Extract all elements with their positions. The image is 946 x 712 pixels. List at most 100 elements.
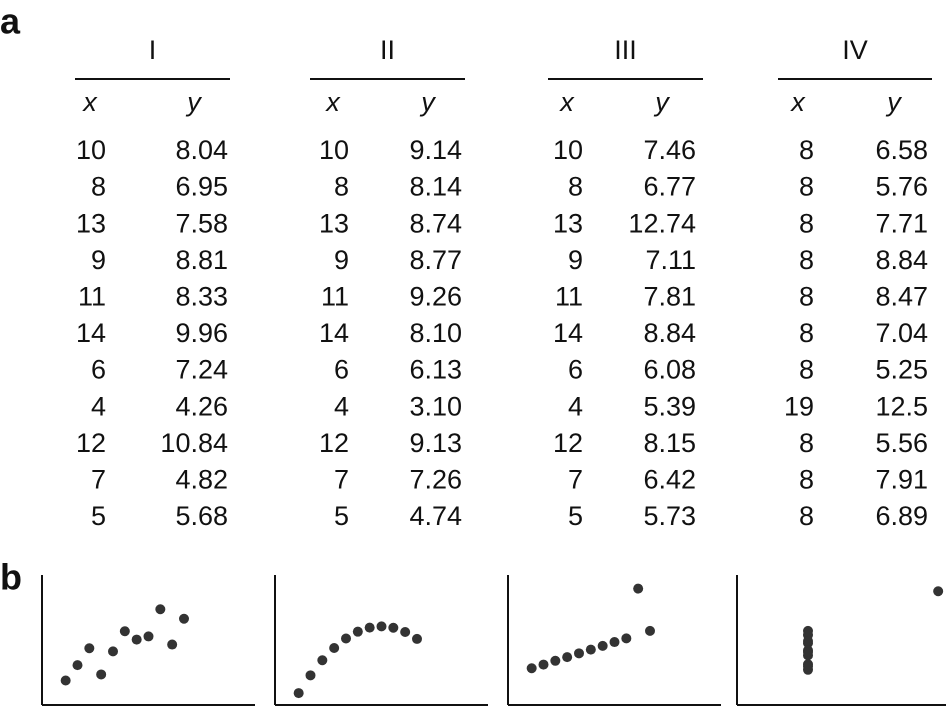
table-cell: 5 [334,501,349,531]
table-cell: 6.95 [175,172,228,202]
table-cell: 6.08 [643,355,696,385]
scatter-point [364,622,375,633]
table-cell: 6 [334,355,349,385]
scatter-point [803,647,813,658]
scatter-point [412,633,422,644]
table-cell: 11 [321,282,349,312]
table-cell: 6.77 [643,172,696,202]
table-cell: 5.25 [875,355,928,385]
scatter-point [155,604,166,615]
table-cell: 19 [784,391,814,421]
column-header: x [81,87,98,117]
table-cell: 8.84 [875,245,928,275]
table-cell: 8.10 [409,318,462,348]
table-cell: 8.74 [409,208,462,238]
table-cell: 12 [319,428,349,458]
table-cell: 12 [553,428,583,458]
table-cell: 9.26 [409,282,462,312]
table-cell: 4 [334,391,349,421]
scatter-point [621,633,632,644]
scatter-point [933,586,944,597]
table-cell: 6.42 [643,465,696,495]
scatter-point [388,622,399,633]
scatter-point [400,626,411,637]
table-cell: 14 [553,318,583,348]
scatter-point [585,644,596,655]
scatter-point [609,637,620,648]
table-cell: 8 [799,282,814,312]
table-cell: 7.04 [875,318,928,348]
column-header: x [558,87,575,117]
column-header: y [653,87,670,117]
scatter-point [179,613,189,624]
scatter-point [803,635,813,646]
table-cell: 14 [319,318,349,348]
table-cell: 7.24 [175,355,228,385]
scatter-point [143,631,154,642]
table-cell: 10 [76,135,106,165]
table-cell: 4 [91,391,106,421]
set-title: I [149,35,157,65]
table-cell: 4 [568,391,583,421]
scatter-point [376,621,387,632]
table-cell: 6.89 [875,501,928,531]
column-header: y [185,87,202,117]
scatter-point [352,626,363,637]
table-cell: 4.26 [175,391,228,421]
table-cell: 7.26 [409,465,462,495]
table-cell: 12.74 [628,208,696,238]
table-cell: 8 [799,355,814,385]
table-cell: 8 [568,172,583,202]
scatter-point [60,675,71,686]
table-cell: 8.14 [409,172,462,202]
panel-label: a [0,1,21,42]
scatter-point [803,661,813,672]
table-cell: 11 [555,282,583,312]
table-cell: 8 [91,172,106,202]
table-cell: 8.77 [409,245,462,275]
table-cell: 4.82 [175,465,228,495]
scatter-point [597,640,608,651]
scatter-point [550,655,561,666]
table-cell: 9 [568,245,583,275]
scatter-point [562,652,573,663]
table-cell: 3.10 [409,391,462,421]
table-cell: 9 [91,245,106,275]
table-cell: 7 [91,465,106,495]
scatter-point [119,626,130,637]
table-cell: 8 [799,245,814,275]
scatter-point [84,643,95,654]
scatter-point [317,655,328,666]
scatter-point [72,660,83,671]
set-title: II [380,35,395,65]
table-cell: 7 [568,465,583,495]
table-cell: 10 [319,135,349,165]
table-cell: 5.68 [175,501,228,531]
table-cell: 6.13 [409,355,462,385]
table-cell: 7.91 [875,465,928,495]
table-cell: 8 [799,428,814,458]
table-cell: 8.47 [875,282,928,312]
table-cell: 6.58 [875,135,928,165]
table-cell: 12 [76,428,106,458]
table-cell: 8.84 [643,318,696,348]
table-cell: 6 [91,355,106,385]
table-cell: 8 [799,135,814,165]
table-cell: 5 [568,501,583,531]
table-cell: 6 [568,355,583,385]
table-cell: 8.04 [175,135,228,165]
table-cell: 9.96 [175,318,228,348]
table-cell: 5.39 [643,391,696,421]
scatter-point [293,688,304,699]
table-cell: 9.13 [409,428,462,458]
set-title: III [614,35,637,65]
table-cell: 8.81 [175,245,228,275]
scatter-point [574,648,584,659]
column-header: x [324,87,341,117]
scatter-point [526,663,537,674]
scatter-point [633,583,644,594]
table-cell: 8.15 [643,428,696,458]
table-cell: 7 [334,465,349,495]
column-header: y [885,87,902,117]
table-cell: 9.14 [409,135,462,165]
